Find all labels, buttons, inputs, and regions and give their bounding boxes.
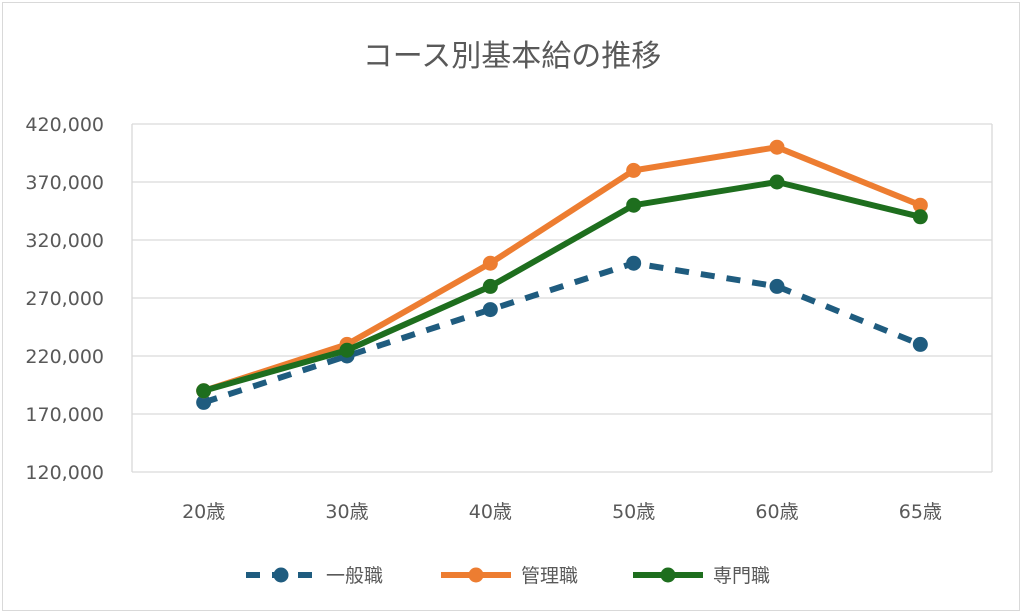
data-point	[912, 336, 928, 352]
data-point	[626, 162, 642, 178]
y-tick-label: 120,000	[25, 462, 104, 484]
legend-marker	[273, 567, 289, 583]
data-point	[626, 255, 642, 271]
legend-item: 専門職	[633, 565, 770, 587]
x-tick-label: 50歳	[612, 501, 655, 523]
y-tick-label: 320,000	[25, 230, 104, 252]
legend-label: 専門職	[713, 565, 770, 587]
data-point	[482, 302, 498, 318]
legend-marker	[468, 567, 484, 583]
x-tick-label: 30歳	[325, 501, 368, 523]
series-3	[196, 174, 928, 399]
data-point	[482, 255, 498, 271]
data-point	[626, 197, 642, 213]
data-point	[339, 342, 355, 358]
x-tick-label: 60歳	[755, 501, 798, 523]
data-point	[912, 209, 928, 225]
gridlines	[131, 123, 993, 473]
x-axis-ticks: 20歳 30歳 40歳 50歳 60歳 65歳	[182, 501, 942, 523]
series-line	[202, 260, 922, 406]
series-1	[196, 255, 928, 410]
y-tick-label: 170,000	[25, 404, 104, 426]
x-tick-label: 20歳	[182, 501, 225, 523]
legend-marker	[660, 567, 676, 583]
x-tick-label: 40歳	[469, 501, 512, 523]
data-point	[196, 394, 212, 410]
y-tick-label: 370,000	[25, 172, 104, 194]
legend-item: 管理職	[441, 565, 578, 587]
legend: 一般職 管理職 専門職	[246, 565, 770, 587]
series-layer	[196, 139, 928, 410]
series-line	[200, 179, 924, 394]
y-axis-ticks: 120,000 170,000 220,000 270,000 320,000 370,0…	[25, 114, 104, 484]
data-point	[769, 174, 785, 190]
y-tick-label: 270,000	[25, 288, 104, 310]
data-point	[769, 139, 785, 155]
series-line	[200, 144, 924, 394]
data-point	[482, 278, 498, 294]
legend-label: 管理職	[521, 565, 578, 587]
chart-title: コース別基本給の推移	[363, 39, 662, 74]
data-point	[912, 197, 928, 213]
data-point	[196, 383, 212, 399]
data-point	[769, 278, 785, 294]
y-tick-label: 420,000	[25, 114, 104, 136]
y-tick-label: 220,000	[25, 346, 104, 368]
legend-item: 一般職	[246, 565, 383, 587]
x-tick-label: 65歳	[899, 501, 942, 523]
legend-label: 一般職	[326, 565, 383, 587]
